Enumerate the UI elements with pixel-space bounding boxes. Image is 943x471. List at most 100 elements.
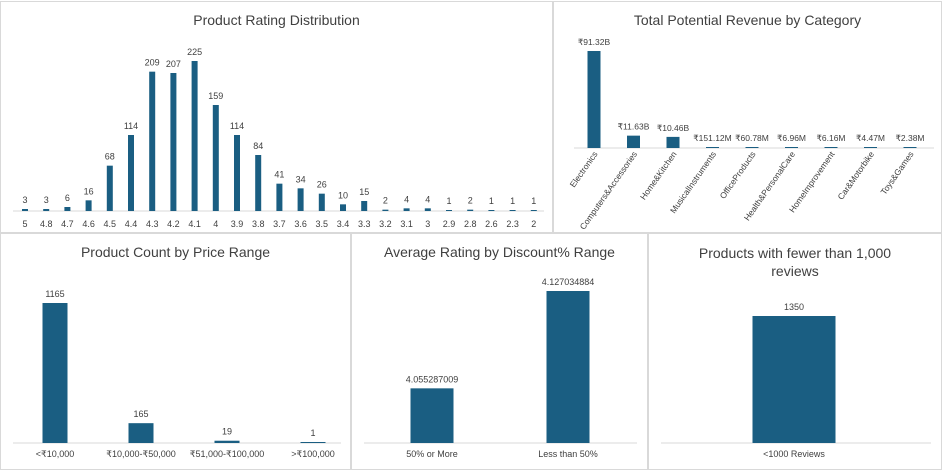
bar xyxy=(300,442,326,443)
bar xyxy=(191,61,198,211)
data-label: ₹11.63B xyxy=(618,122,650,132)
bar xyxy=(745,147,759,148)
bar xyxy=(382,209,389,211)
category-label: 3.7 xyxy=(273,219,286,229)
discount-chart-panel: Average Rating by Discount% Range 4.0552… xyxy=(351,233,648,470)
chart-title: Product Count by Price Range xyxy=(80,244,271,260)
data-label: 19 xyxy=(222,427,232,437)
data-label: 3 xyxy=(22,195,27,205)
data-label: 225 xyxy=(187,47,202,57)
data-label: 1 xyxy=(531,196,536,206)
data-label: 15 xyxy=(359,187,369,197)
bar xyxy=(42,303,68,443)
data-label: 1165 xyxy=(45,289,64,299)
data-label: ₹151.12M xyxy=(693,133,732,143)
bar xyxy=(214,440,240,443)
category-label: Home&Kitchen xyxy=(638,149,679,201)
bar xyxy=(410,388,454,443)
category-label: <₹10,000 xyxy=(36,449,75,459)
category-label: Electronics xyxy=(568,149,600,189)
data-label: ₹2.38M xyxy=(895,133,924,143)
category-label: 3.5 xyxy=(316,219,329,229)
data-label: ₹6.16M xyxy=(816,133,845,143)
category-label: 4.6 xyxy=(82,219,95,229)
bar xyxy=(276,183,283,211)
category-label: ₹51,000-₹100,000 xyxy=(190,449,265,459)
bar xyxy=(255,155,262,211)
bar xyxy=(106,165,113,211)
data-label: 6 xyxy=(65,193,70,203)
bar xyxy=(297,188,304,211)
reviews-chart: 1350 <1000 Reviews xyxy=(661,302,931,459)
category-label: 3.3 xyxy=(358,219,371,229)
data-label: 2 xyxy=(468,196,473,206)
chart-title: Total Potential Revenue by Category xyxy=(633,12,862,28)
data-label: 165 xyxy=(133,409,148,419)
bar xyxy=(546,291,590,443)
rating-chart: 3534.864.7164.6684.51144.42094.32074.222… xyxy=(13,47,544,229)
data-label: 209 xyxy=(145,58,160,68)
category-label: 3.6 xyxy=(294,219,307,229)
bar xyxy=(666,136,680,148)
category-label: 4.7 xyxy=(61,219,74,229)
price-chart-panel: Product Count by Price Range 1165 <₹10,00… xyxy=(0,233,351,470)
chart-title: Product Rating Distribution xyxy=(193,12,360,28)
data-label: 159 xyxy=(208,91,223,101)
category-label: 4.4 xyxy=(125,219,138,229)
category-label: OfficeProducts xyxy=(718,149,758,200)
data-label: ₹10.46B xyxy=(657,123,690,133)
bar xyxy=(509,210,516,211)
bar xyxy=(752,316,836,443)
bar xyxy=(785,147,798,148)
bar xyxy=(43,209,50,211)
bar xyxy=(587,51,601,148)
bar xyxy=(530,210,537,211)
data-label: ₹4.47M xyxy=(856,133,885,143)
price-chart: 1165 <₹10,000 165 ₹10,000-₹50,000 19 ₹51,000-… xyxy=(13,289,341,459)
category-label: 3.9 xyxy=(231,219,244,229)
bar xyxy=(149,71,156,212)
category-label: 4.5 xyxy=(104,219,117,229)
data-label: 3 xyxy=(44,195,49,205)
bar xyxy=(318,193,325,211)
bar xyxy=(824,147,838,148)
data-label: 2 xyxy=(383,196,388,206)
bar xyxy=(403,208,410,211)
data-label: 26 xyxy=(317,180,327,190)
category-label: 4.3 xyxy=(146,219,159,229)
category-label: 4.8 xyxy=(40,219,53,229)
bar xyxy=(340,204,346,211)
data-label: 207 xyxy=(166,59,181,69)
category-label: 3.2 xyxy=(379,219,392,229)
category-label: 2.6 xyxy=(485,219,498,229)
bar xyxy=(212,105,219,211)
bar xyxy=(64,207,71,211)
category-label: 5 xyxy=(22,219,27,229)
data-label: 68 xyxy=(105,152,115,162)
discount-chart: 4.055287009 50% or More 4.127034884 Less th… xyxy=(364,277,637,459)
category-label: Car&Motorbike xyxy=(835,149,876,201)
category-label: Toys&Games xyxy=(878,149,915,196)
chart-title: Products with fewer than 1,000 reviews xyxy=(698,245,892,279)
bar xyxy=(903,147,917,148)
data-label: 4 xyxy=(425,194,430,204)
revenue-chart-panel: Total Potential Revenue by Category ₹91.… xyxy=(553,1,942,233)
data-label: 114 xyxy=(124,121,138,131)
category-label: 4.2 xyxy=(167,219,180,229)
data-label: 84 xyxy=(253,141,263,151)
category-label: 2 xyxy=(531,219,536,229)
data-label: 16 xyxy=(84,186,94,196)
bar xyxy=(128,423,154,443)
bar xyxy=(706,147,719,148)
bar xyxy=(85,200,92,211)
category-label: 3.4 xyxy=(337,219,350,229)
category-label: 4.1 xyxy=(188,219,201,229)
reviews-chart-panel: Products with fewer than 1,000 reviews 1… xyxy=(648,233,942,470)
data-label: 4 xyxy=(404,194,409,204)
data-label: ₹60.78M xyxy=(735,133,769,143)
category-label: 3.8 xyxy=(252,219,265,229)
category-label: 2.3 xyxy=(506,219,519,229)
data-label: 1 xyxy=(489,196,494,206)
data-label: 114 xyxy=(230,121,244,131)
data-label: 34 xyxy=(296,174,306,184)
